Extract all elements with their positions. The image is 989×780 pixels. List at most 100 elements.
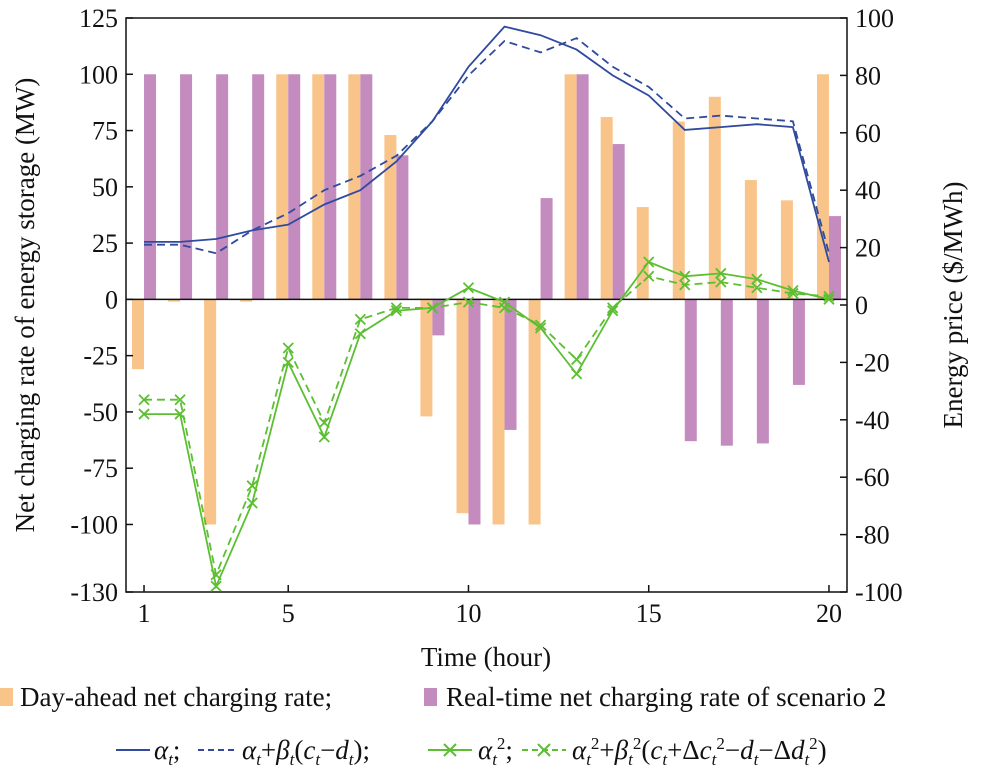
series-marker-4 <box>390 302 403 314</box>
y-left-tick-label: -75 <box>83 454 118 483</box>
series-marker-3 <box>138 408 150 420</box>
bar-day-ahead <box>744 180 757 300</box>
series-marker-3 <box>462 282 475 294</box>
legend-swatch-real-time <box>424 688 437 706</box>
y-right-tick-label: 0 <box>855 291 868 320</box>
legend-marker-alpha2 <box>443 743 457 757</box>
series-marker-3 <box>318 431 330 443</box>
series-marker-4 <box>715 276 727 288</box>
bar-day-ahead <box>456 299 469 514</box>
series-marker-3 <box>643 256 655 268</box>
series-marker-3 <box>570 368 583 380</box>
series-marker-4 <box>679 279 691 291</box>
bar-real-time <box>324 74 337 300</box>
bar-day-ahead <box>636 207 649 300</box>
legend-swatch-day-ahead <box>0 688 13 706</box>
series-marker-3 <box>390 305 403 317</box>
series-line-3 <box>144 260 830 590</box>
y-axis-left-label: Net charging rate of energy storage (MW) <box>10 78 40 533</box>
series-line-1 <box>144 25 830 263</box>
bar-day-ahead <box>528 299 541 525</box>
series-marker-3 <box>787 285 799 297</box>
bar-day-ahead <box>204 299 217 525</box>
x-tick-label: 20 <box>816 599 842 628</box>
bar-day-ahead <box>564 74 577 300</box>
bar-day-ahead <box>348 74 361 300</box>
bar-day-ahead <box>816 74 829 300</box>
series-marker-4 <box>318 417 330 429</box>
x-tick-label: 5 <box>282 599 295 628</box>
bar-day-ahead <box>600 117 613 300</box>
series-marker-3 <box>354 328 366 340</box>
x-axis-label: Time (hour) <box>421 642 551 672</box>
bar-day-ahead <box>420 299 433 417</box>
y-right-tick-label: -60 <box>855 463 890 492</box>
bar-real-time <box>612 144 625 300</box>
x-tick-label: 1 <box>138 599 151 628</box>
series-marker-4 <box>282 342 294 354</box>
series-marker-3 <box>210 580 222 592</box>
bar-real-time <box>828 216 841 300</box>
bar-real-time <box>720 299 733 446</box>
y-left-tick-label: -50 <box>83 398 118 427</box>
bar-day-ahead <box>168 299 181 302</box>
legend-label-day-ahead: Day-ahead net charging rate; <box>20 682 332 712</box>
y-left-tick-label: 125 <box>79 4 118 33</box>
series-line-4 <box>144 275 830 578</box>
bar-real-time <box>540 198 553 300</box>
legend-marker-alpha2-beta2 <box>537 743 551 757</box>
y-right-tick-label: -20 <box>855 348 890 377</box>
series-marker-4 <box>787 287 799 300</box>
y-right-tick-label: -80 <box>855 521 890 550</box>
x-tick-label: 10 <box>455 599 481 628</box>
series-marker-4 <box>643 270 655 282</box>
bar-real-time <box>792 299 805 385</box>
bar-day-ahead <box>780 200 793 300</box>
bar-day-ahead <box>384 135 397 300</box>
series-marker-4 <box>354 313 366 325</box>
y-left-tick-label: -25 <box>83 342 118 371</box>
series-marker-4 <box>570 353 583 366</box>
series-marker-4 <box>138 394 150 406</box>
bar-real-time <box>432 299 445 336</box>
series-marker-4 <box>462 296 475 308</box>
y-right-tick-label: 60 <box>855 119 881 148</box>
y-right-tick-label: -100 <box>855 578 903 607</box>
y-right-tick-label: 20 <box>855 234 881 263</box>
bar-real-time <box>684 299 697 442</box>
bar-real-time <box>360 74 373 300</box>
bar-real-time <box>756 299 769 444</box>
legend-label-alpha2: αt2; <box>478 734 513 769</box>
legend-label-alpha2-beta2: αt2+βt2(ct+Δct2−dt−Δdt2) <box>572 734 827 769</box>
y-left-tick-label: 0 <box>105 285 118 314</box>
bar-real-time <box>504 299 517 430</box>
bar-day-ahead <box>240 299 253 302</box>
bar-day-ahead <box>132 299 145 370</box>
series-marker-4 <box>534 319 547 331</box>
bar-day-ahead <box>312 74 325 300</box>
bar-real-time <box>144 74 157 300</box>
legend-label-real-time: Real-time net charging rate of scenario … <box>446 682 886 712</box>
y-right-tick-label: 100 <box>855 4 894 33</box>
bars-layer <box>132 74 841 525</box>
series-marker-3 <box>715 267 727 280</box>
legend-label-alpha: αt; <box>154 735 180 769</box>
series-marker-4 <box>210 569 222 581</box>
bar-real-time <box>468 299 481 525</box>
y-left-tick-label: 100 <box>79 60 118 89</box>
bar-real-time <box>180 74 193 300</box>
ticks-layer: 1251007550250-25-50-75-100-1301008060402… <box>70 4 902 628</box>
series-line-2 <box>144 37 830 255</box>
y-left-tick-label: 75 <box>92 117 118 146</box>
y-right-tick-label: 80 <box>855 61 881 90</box>
bar-day-ahead <box>672 121 685 300</box>
series-marker-4 <box>607 302 619 314</box>
series-marker-3 <box>246 497 258 509</box>
y-left-tick-label: -130 <box>70 578 118 607</box>
y-left-tick-label: 25 <box>92 229 118 258</box>
series-marker-4 <box>751 282 763 294</box>
lines-layer <box>138 25 835 592</box>
series-marker-4 <box>498 302 511 314</box>
legend-label-alpha-beta: αt+βt(ct−dt); <box>242 735 370 769</box>
